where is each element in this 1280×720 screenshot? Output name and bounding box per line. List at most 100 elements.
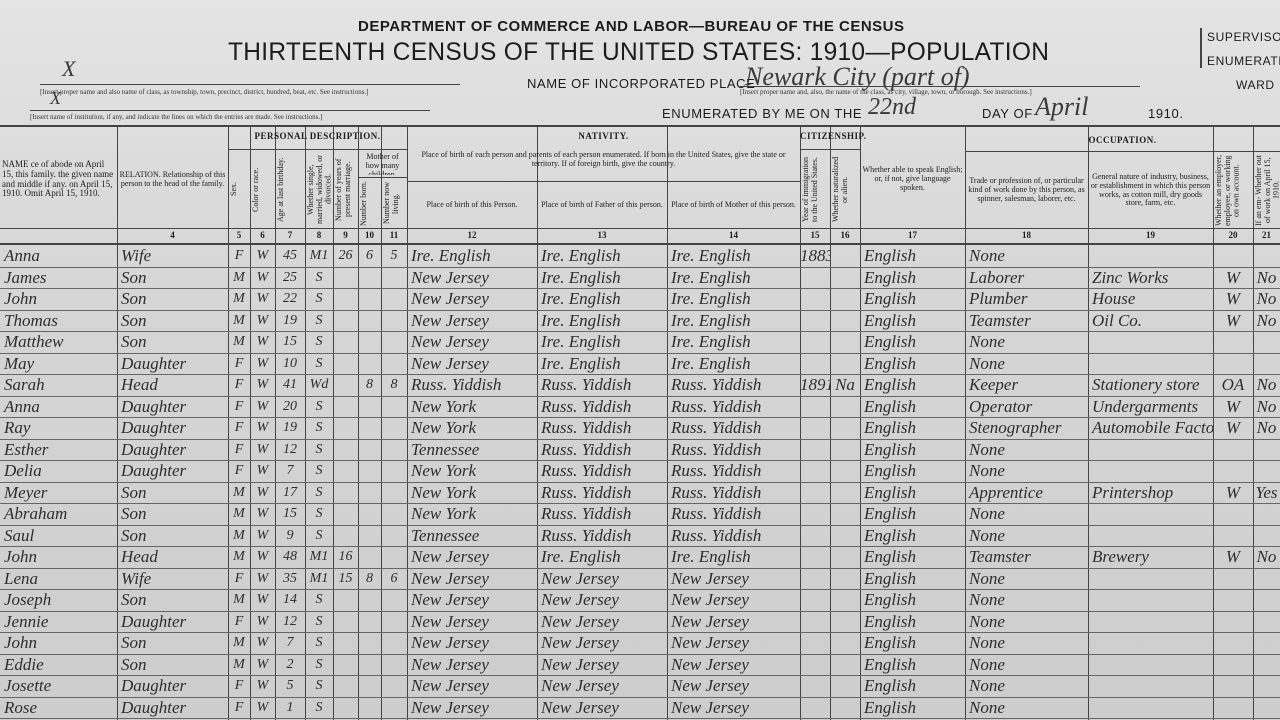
column-heading: General nature of industry, business, or… (1090, 171, 1211, 208)
cell: Rose (4, 697, 38, 717)
cell: Russ. Yiddish (541, 439, 632, 459)
cell: 1891 (800, 375, 830, 394)
cell: W (256, 592, 269, 607)
cell: Daughter (121, 439, 187, 459)
cell: New York (411, 461, 477, 480)
column-heading: NAME ce of abode on April 15, this famil… (2, 158, 114, 199)
cell: Son (121, 310, 147, 330)
rule (30, 110, 430, 111)
rule (800, 149, 860, 150)
cell: 15 (338, 570, 353, 586)
column-rule (1213, 127, 1214, 720)
cell: English (864, 568, 916, 588)
column-rule (228, 127, 229, 720)
cell: Abraham (4, 504, 68, 523)
cell: Russ. Yiddish (671, 525, 762, 545)
cell: Daughter (121, 611, 187, 631)
cell: 19 (283, 312, 297, 328)
cell: 12 (283, 441, 297, 457)
cell: Undergarments (1092, 396, 1199, 416)
day-of-label: DAY OF (982, 106, 1033, 121)
cell: M (233, 334, 245, 349)
cell: M (233, 312, 245, 328)
cell: English (864, 332, 916, 351)
cell: S (315, 635, 323, 650)
row-rule (0, 460, 1280, 461)
column-heading: If an em- Whether out of work on April 1… (1254, 155, 1280, 226)
row-rule (0, 417, 1280, 418)
column-rule (800, 127, 801, 720)
cell: F (234, 398, 244, 414)
column-rule (250, 127, 251, 720)
column-heading: Whether naturalized or alien. (831, 156, 849, 223)
cell: Ire. English (541, 353, 621, 373)
column-rule (965, 127, 966, 720)
cell: No (1256, 547, 1277, 566)
cell: Son (121, 504, 147, 523)
cell: New Jersey (671, 568, 749, 588)
cell: Joseph (4, 590, 52, 609)
cell: W (256, 635, 269, 650)
row-rule (0, 288, 1280, 289)
cell: M (233, 656, 245, 672)
cell: No (1256, 310, 1277, 330)
cell: S (315, 506, 323, 521)
row-rule (0, 352, 1280, 354)
cell: None (969, 633, 1005, 652)
cell: Lena (4, 568, 38, 588)
cell: Ire. English (541, 289, 621, 308)
column-heading: Place of birth of Mother of this person. (671, 200, 796, 210)
column-heading: Color or race. (251, 167, 260, 212)
cell: Russ. Yiddish (541, 461, 632, 480)
cell: W (256, 248, 269, 263)
column-heading: Number born. (359, 181, 368, 226)
cell: Son (121, 482, 147, 502)
cell: None (969, 353, 1005, 373)
bureau: DEPARTMENT OF COMMERCE AND LABOR—BUREAU … (358, 18, 905, 35)
cell: Russ. Yiddish (541, 418, 632, 437)
cell: John (4, 547, 38, 566)
cell: Russ. Yiddish (671, 482, 762, 502)
column-rule (275, 127, 276, 720)
cell: S (315, 678, 323, 693)
cell: Russ. Yiddish (411, 375, 502, 394)
column-heading: Place of birth of Father of this person. (541, 200, 663, 210)
cell: No (1256, 289, 1277, 308)
cell: Teamster (969, 310, 1031, 330)
rule (740, 86, 1140, 87)
note: [Insert proper name and also name of cla… (40, 88, 369, 96)
cell: John (4, 289, 38, 308)
cell: New Jersey (411, 611, 489, 631)
cell: New Jersey (541, 611, 619, 631)
cell: 6 (366, 248, 373, 263)
cell: 25 (283, 269, 297, 285)
column-number: 14 (729, 230, 738, 240)
cell: None (969, 590, 1005, 609)
column-number: 10 (365, 230, 374, 240)
cell: Delia (4, 461, 42, 480)
column-rule (407, 127, 408, 720)
cell: Anna (4, 246, 40, 265)
cell: Josette (4, 676, 52, 695)
cell: English (864, 676, 916, 695)
cell: Russ. Yiddish (541, 396, 632, 416)
cell: W (1225, 396, 1241, 416)
cell: F (234, 248, 244, 263)
cell: F (234, 570, 244, 586)
cell: W (256, 312, 269, 328)
cell: New Jersey (411, 332, 489, 351)
cell: S (315, 527, 323, 543)
cell: New Jersey (541, 676, 619, 695)
cell: Jennie (4, 611, 49, 631)
cell: None (969, 461, 1005, 480)
cell: Russ. Yiddish (671, 396, 762, 416)
cell: S (315, 334, 323, 349)
cell: M1 (309, 248, 329, 263)
cell: English (864, 504, 916, 523)
cell: None (969, 332, 1005, 351)
cell: Daughter (121, 697, 187, 717)
cell: 8 (390, 377, 398, 392)
cell: M (233, 269, 245, 285)
cell: W (256, 699, 269, 715)
cell: New Jersey (411, 310, 489, 330)
